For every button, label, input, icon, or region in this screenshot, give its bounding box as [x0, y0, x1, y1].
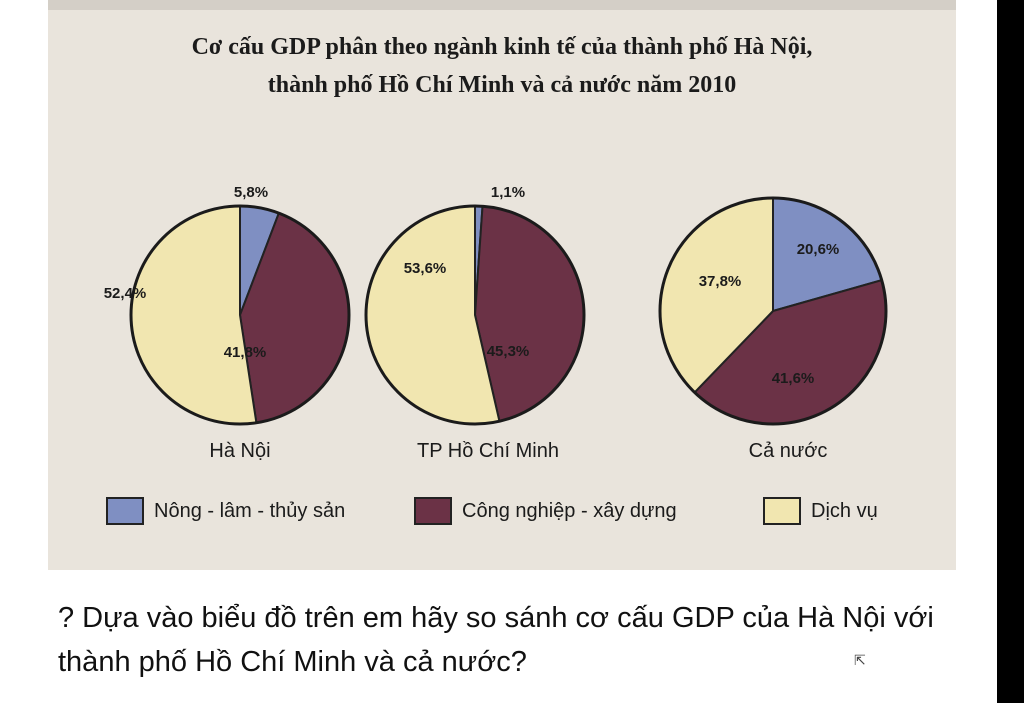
- pie-label-ca-nuoc: Cả nước: [748, 440, 828, 462]
- mouse-cursor-icon: ⇱: [854, 652, 866, 668]
- data-label-ha-noi-dich-vu: 52,4%: [104, 285, 147, 302]
- pie-charts: 5,8% 41,8% 52,4% 1,1% 45,3% 53,6% 20,6% 41,6% 37…: [104, 184, 888, 426]
- legend-item-dich-vu: Dịch vụ: [763, 497, 878, 525]
- chart-legend: Nông - lâm - thủy sản Công nghiệp - xây …: [48, 497, 956, 533]
- pie-outline-ha-noi: [129, 204, 351, 426]
- legend-item-nong-lam: Nông - lâm - thủy sản: [106, 497, 345, 525]
- data-label-tp-hcm-nong-lam: 1,1%: [491, 184, 525, 201]
- data-label-ha-noi-cong-nghiep: 41,8%: [224, 344, 267, 361]
- legend-swatch-dich-vu: [763, 497, 801, 525]
- legend-swatch-cong-nghiep: [414, 497, 452, 525]
- pie-outline-ca-nuoc: [658, 196, 888, 426]
- legend-label-dich-vu: Dịch vụ: [811, 499, 878, 522]
- slice-ha-noi-dich-vu: [130, 204, 258, 425]
- question-text: ? Dựa vào biểu đồ trên em hãy so sánh cơ…: [58, 602, 934, 678]
- data-label-ca-nuoc-cong-nghiep: 41,6%: [772, 370, 815, 387]
- right-border: [997, 0, 1024, 703]
- data-label-tp-hcm-dich-vu: 53,6%: [404, 260, 447, 277]
- data-label-ca-nuoc-nong-lam: 20,6%: [797, 241, 840, 258]
- pie-label-ha-noi: Hà Nội: [209, 440, 271, 462]
- pie-label-tp-hcm: TP Hồ Chí Minh: [417, 440, 559, 462]
- data-label-ha-noi-nong-lam: 5,8%: [234, 184, 268, 201]
- chart-title-line-2: thành phố Hồ Chí Minh và cả nước năm 201…: [267, 72, 737, 98]
- data-label-tp-hcm-cong-nghiep: 45,3%: [487, 343, 530, 360]
- legend-label-cong-nghiep: Công nghiệp - xây dựng: [462, 499, 677, 522]
- chart-title-line-1: Cơ cấu GDP phân theo ngành kinh tế của t…: [191, 34, 813, 60]
- legend-label-nong-lam: Nông - lâm - thủy sản: [154, 499, 346, 522]
- textbook-photo: Cơ cấu GDP phân theo ngành kinh tế của t…: [48, 0, 956, 570]
- legend-item-cong-nghiep: Công nghiệp - xây dựng: [414, 497, 677, 525]
- data-label-ca-nuoc-dich-vu: 37,8%: [699, 273, 742, 290]
- page-top-edge: [48, 0, 956, 10]
- pie-outline-tp-hcm: [364, 204, 586, 426]
- legend-swatch-nong-lam: [106, 497, 144, 525]
